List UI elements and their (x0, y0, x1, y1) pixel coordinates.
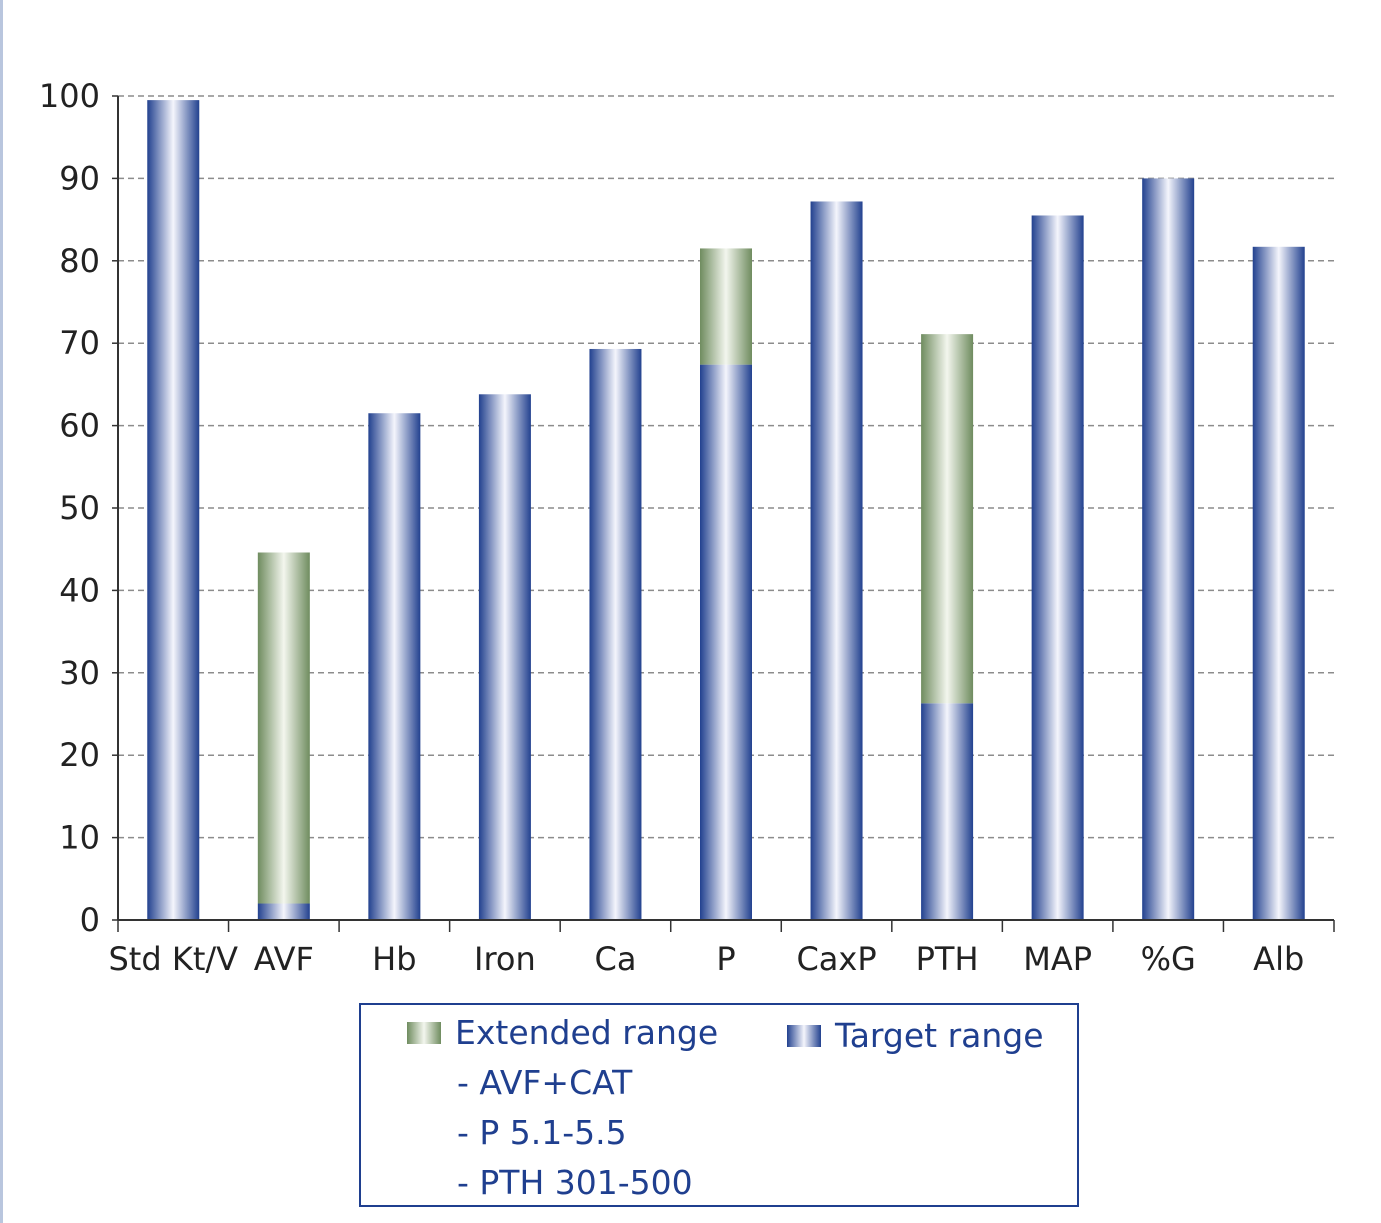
legend-item-extended: Extended range (407, 1013, 718, 1052)
bar-target-5 (700, 364, 752, 920)
y-tick-label: 80 (59, 242, 100, 280)
x-tick-label: Hb (372, 940, 416, 978)
legend-swatch-target (787, 1024, 821, 1047)
bar-target-6 (810, 201, 863, 921)
bars (147, 100, 1305, 921)
legend-label-target: Target range (835, 1016, 1044, 1055)
bar-extended-5 (700, 248, 752, 365)
y-tick-label: 0 (80, 901, 100, 939)
bar-target-7 (921, 703, 974, 920)
bar-target-9 (1142, 178, 1195, 920)
x-tick-label: Std Kt/V (108, 940, 238, 978)
bar-extended-1 (257, 552, 310, 904)
bar-chart: 0 10 20 30 40 50 60 70 80 90 100 Std Kt/V AVF Hb Iron C… (39, 77, 1335, 978)
legend: Extended range - AVF+CAT - P 5.1-5.5 - P… (359, 1003, 1079, 1207)
bar-target-2 (368, 413, 421, 920)
y-tick-label: 90 (59, 159, 100, 197)
x-tick-label: AVF (254, 940, 314, 978)
bar-target-1 (257, 903, 310, 920)
bar-target-3 (478, 394, 531, 921)
y-tick-label: 100 (39, 77, 100, 115)
gridlines (118, 95, 1334, 839)
bar-target-4 (589, 348, 642, 920)
y-tick-label: 40 (59, 571, 100, 609)
legend-item-target: Target range (787, 1016, 1044, 1055)
bar-target-0 (147, 100, 200, 921)
legend-note: - PTH 301-500 (457, 1163, 693, 1202)
x-tick-label: %G (1141, 940, 1196, 978)
x-tick-label: P (716, 940, 735, 978)
axis-labels: 0 10 20 30 40 50 60 70 80 90 100 Std Kt/V AVF Hb Iron C… (39, 77, 1304, 978)
bar-extended-7 (921, 334, 974, 704)
legend-label-extended: Extended range (455, 1013, 719, 1052)
x-tick-label: Alb (1253, 940, 1304, 978)
x-tick-label: CaxP (796, 940, 876, 978)
y-tick-label: 30 (59, 654, 100, 692)
x-tick-label: MAP (1023, 940, 1092, 978)
legend-swatch-extended (407, 1021, 441, 1044)
bar-target-10 (1252, 246, 1305, 921)
legend-note: - P 5.1-5.5 (457, 1113, 627, 1152)
y-tick-label: 70 (59, 324, 100, 362)
x-tick-label: Ca (594, 940, 636, 978)
axes (112, 95, 1335, 932)
y-tick-label: 50 (59, 489, 100, 527)
x-tick-label: PTH (916, 940, 979, 978)
bar-target-8 (1031, 215, 1084, 921)
legend-note: - AVF+CAT (457, 1063, 633, 1102)
y-tick-label: 60 (59, 407, 100, 445)
page-border-line (0, 0, 3, 1223)
y-tick-label: 10 (59, 819, 100, 857)
y-tick-label: 20 (59, 736, 100, 774)
x-tick-label: Iron (474, 940, 536, 978)
